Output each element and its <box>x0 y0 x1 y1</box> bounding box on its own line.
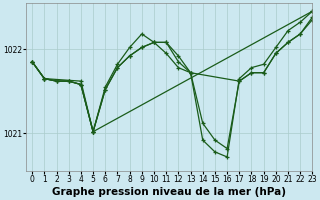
X-axis label: Graphe pression niveau de la mer (hPa): Graphe pression niveau de la mer (hPa) <box>52 187 286 197</box>
